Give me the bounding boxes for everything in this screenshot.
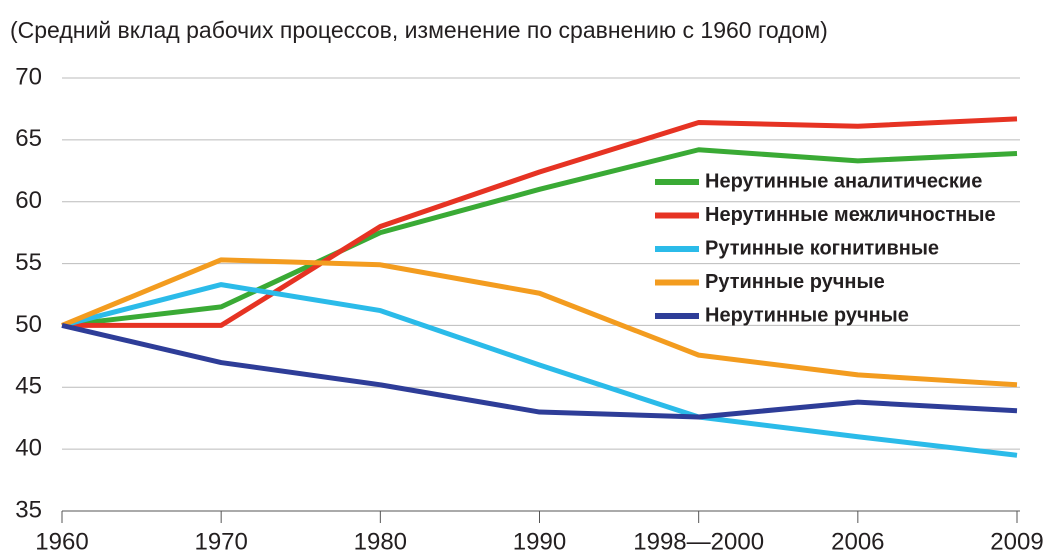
x-tick-label: 1980 bbox=[354, 528, 407, 555]
x-tick-label: 2009 bbox=[990, 528, 1043, 555]
chart-title: (Средний вклад рабочих процессов, измене… bbox=[10, 17, 828, 43]
y-tick-label: 65 bbox=[15, 125, 42, 152]
x-tick-label: 1960 bbox=[35, 528, 88, 555]
series-line bbox=[61, 322, 1018, 420]
y-tick-label: 45 bbox=[15, 373, 42, 400]
series-line bbox=[61, 147, 1018, 328]
x-tick-label: 1990 bbox=[513, 528, 566, 555]
series-line bbox=[61, 282, 1018, 458]
y-tick-label: 50 bbox=[15, 311, 42, 338]
y-tick-label: 70 bbox=[15, 63, 42, 90]
series-line bbox=[62, 116, 1018, 328]
y-tick-label: 35 bbox=[15, 496, 42, 523]
series-line bbox=[61, 257, 1018, 388]
legend-label: Нерутинные аналитические bbox=[705, 170, 982, 192]
legend-label: Рутинные когнитивные bbox=[705, 237, 939, 259]
y-tick-label: 60 bbox=[15, 187, 42, 214]
legend-label: Рутинные ручные bbox=[705, 271, 885, 293]
legend-label: Нерутинные ручные bbox=[705, 304, 909, 326]
y-tick-label: 55 bbox=[15, 249, 42, 276]
x-tick-label: 2006 bbox=[831, 528, 884, 555]
y-tick-label: 40 bbox=[15, 434, 42, 461]
x-tick-label: 1970 bbox=[194, 528, 247, 555]
legend-label: Нерутинные межличностные bbox=[705, 204, 996, 226]
x-tick-label: 1998—2000 bbox=[633, 528, 764, 555]
